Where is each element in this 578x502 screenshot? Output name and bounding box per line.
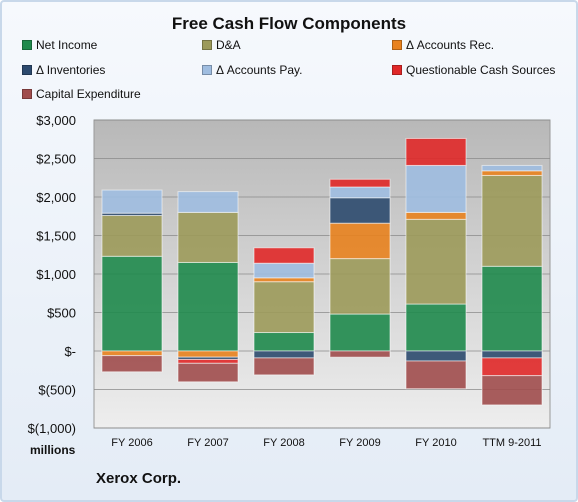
y-tick-label: $(500) (38, 383, 76, 398)
legend-label: Questionable Cash Sources (406, 63, 556, 77)
bar-segment (253, 247, 315, 264)
y-tick-label: $2,500 (36, 152, 76, 167)
y-tick-label: $1,000 (36, 267, 76, 282)
bar-segment (481, 357, 543, 377)
legend-swatch (22, 89, 32, 99)
gridlines (94, 119, 550, 429)
bar-segment (177, 211, 239, 263)
y-tick-label: $3,000 (36, 113, 76, 128)
bar-segment (329, 197, 391, 224)
legend-label: Capital Expenditure (36, 87, 141, 101)
bar-segment (329, 258, 391, 315)
bar-segment (177, 191, 239, 213)
bar-segment (101, 350, 163, 357)
legend-swatch (22, 40, 32, 50)
legend-label: D&A (216, 38, 241, 52)
x-tick-label: FY 2009 (339, 437, 380, 449)
y-tick-label: $500 (47, 306, 76, 321)
bar-segment (329, 186, 391, 199)
bar-segment (101, 214, 163, 257)
x-tick-labels: FY 2006 FY 2007 FY 2008 FY 2009 FY 2010 TTM 9… (111, 437, 541, 449)
x-tick-label: FY 2007 (187, 437, 228, 449)
y-tick-label: $- (64, 344, 76, 359)
legend-item-accounts-rec: Δ Accounts Rec. (392, 38, 494, 52)
legend-item-da: D&A (202, 38, 241, 52)
bar-segment (481, 174, 543, 267)
x-tick-label: TTM 9-2011 (482, 437, 541, 449)
legend-swatch (202, 65, 212, 75)
bar-segment (329, 222, 391, 260)
legend-label: Δ Accounts Pay. (216, 63, 303, 77)
bar-segment (253, 357, 315, 376)
bar-segment (177, 261, 239, 352)
legend-swatch (392, 65, 402, 75)
company-name: Xerox Corp. (96, 470, 182, 487)
x-tick-label: FY 2008 (263, 437, 304, 449)
bar-segment (101, 189, 163, 214)
bar-segment (405, 350, 467, 362)
chart-title: Free Cash Flow Components (171, 14, 407, 33)
bar-segment (101, 255, 163, 352)
bar-segment (405, 360, 467, 390)
legend-swatch (202, 40, 212, 50)
bar-segment (329, 350, 391, 358)
y-axis-units: millions (30, 443, 76, 457)
legend-label: Net Income (36, 38, 98, 52)
x-tick-label: FY 2006 (111, 437, 152, 449)
bar-segment (253, 332, 315, 352)
legend-label: Δ Accounts Rec. (406, 38, 495, 52)
y-tick-label: $(1,000) (28, 421, 76, 436)
bar-segment (177, 350, 239, 358)
legend-item-inventories: Δ Inventories (22, 63, 105, 77)
bar-segment (177, 362, 239, 383)
y-tick-labels: $3,000 $2,500 $2,000 $1,500 $1,000 $500 $- $(50… (28, 113, 76, 436)
bar-segment (253, 281, 315, 334)
bar-segment (253, 277, 315, 283)
bar-segment (405, 164, 467, 213)
legend-item-questionable-cash: Questionable Cash Sources (392, 63, 555, 77)
legend-item-accounts-pay: Δ Accounts Pay. (202, 63, 303, 77)
bar-segment (481, 170, 543, 176)
x-tick-label: FY 2010 (415, 437, 456, 449)
y-tick-label: $1,500 (36, 229, 76, 244)
legend-swatch (22, 65, 32, 75)
bar-segment (101, 355, 163, 373)
legend-label: Δ Inventories (36, 63, 106, 77)
bar-segment (329, 178, 391, 188)
bar-segment (481, 164, 543, 172)
bar-segment (405, 211, 467, 220)
bars (101, 137, 543, 406)
legend-item-net-income: Net Income (22, 38, 97, 52)
bar-segment (253, 262, 315, 279)
legend-swatch (392, 40, 402, 50)
bar-segment (405, 303, 467, 352)
bar-segment (329, 313, 391, 352)
bar-segment (177, 358, 239, 364)
bar-segment (253, 350, 315, 359)
legend-item-capex: Capital Expenditure (22, 87, 141, 101)
bar-segment (405, 137, 467, 166)
bar-segment (405, 218, 467, 305)
bar-segment (481, 375, 543, 406)
bar-segment (481, 350, 543, 359)
bar-segment (481, 265, 543, 352)
y-tick-label: $2,000 (36, 190, 76, 205)
